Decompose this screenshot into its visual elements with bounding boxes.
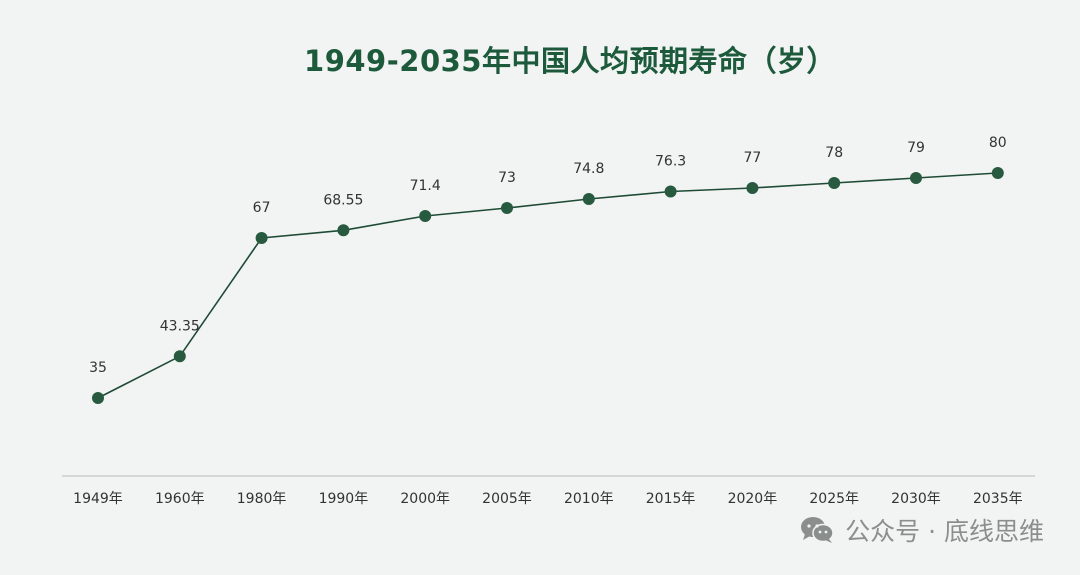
data-label: 35 [89,360,107,376]
data-point [337,224,350,237]
data-point [828,177,841,189]
watermark-text: 公众号 · 底线思维 [845,517,1044,546]
data-point [419,210,432,222]
watermark: 公众号 · 底线思维 [799,512,1044,548]
x-tick-label: 2025年 [809,491,859,507]
data-label: 76.3 [655,154,686,170]
data-label: 67 [253,200,271,216]
series-line [97,172,998,399]
data-label: 77 [743,150,761,166]
data-label: 74.8 [573,161,604,177]
data-point [173,350,186,363]
series-group: 35 43.35 67 68.55 71.4 73 74.8 76.3 77 78 79 80 [89,135,1007,404]
data-point [746,182,759,194]
x-tick-label: 1990年 [319,491,369,507]
wechat-icon [801,517,834,543]
x-tick-label: 2020年 [728,491,778,507]
data-label: 68.55 [323,192,363,208]
data-label: 43.35 [160,318,200,334]
x-tick-label: 1980年 [237,491,287,507]
chart-title: 1949-2035年中国人均预期寿命（岁） [304,44,836,78]
data-label: 79 [907,140,925,156]
data-point [501,202,513,214]
x-tick-label: 2035年 [973,491,1023,507]
x-tick-label: 2010年 [564,491,614,507]
x-tick-label: 1960年 [155,491,205,507]
data-point [92,392,104,404]
x-tick-labels: 1949年 1960年 1980年 1990年 2000年 2005年 2010年 2015年… [73,491,1022,507]
data-point [255,232,268,244]
x-tick-label: 2015年 [646,491,696,507]
x-tick-label: 2000年 [400,491,450,507]
data-point [582,193,595,205]
data-point [910,172,922,184]
data-label: 80 [989,135,1007,151]
data-point [664,185,677,198]
data-point [991,167,1004,179]
x-tick-label: 2030年 [891,491,941,507]
data-label: 78 [825,145,843,161]
x-tick-label: 2005年 [482,491,532,507]
x-tick-label: 1949年 [73,491,123,507]
data-label: 73 [498,170,516,186]
data-label: 71.4 [410,178,441,194]
